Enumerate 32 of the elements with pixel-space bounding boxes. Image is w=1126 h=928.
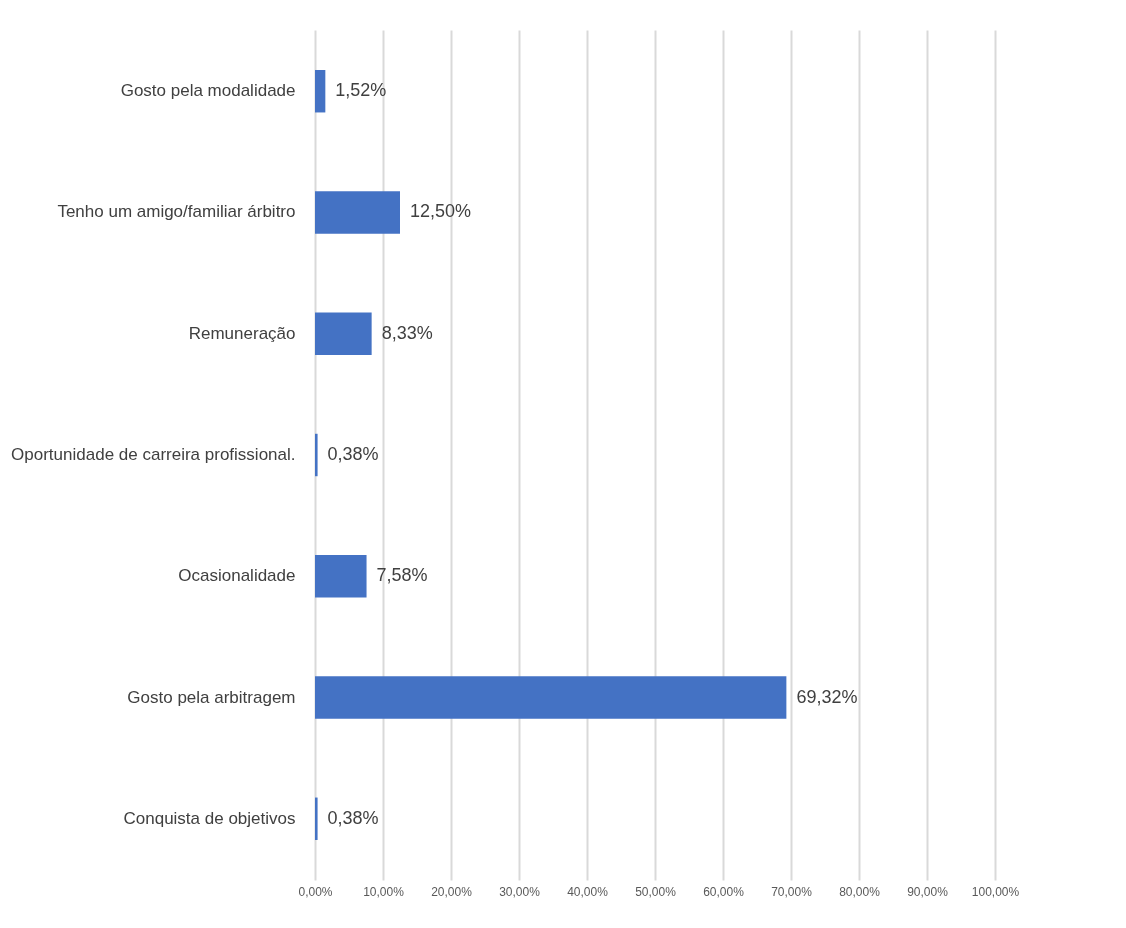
x-tick-label: 20,00%: [431, 884, 473, 899]
x-tick-label: 60,00%: [703, 884, 745, 899]
data-label: 69,32%: [796, 686, 858, 707]
y-tick-label: Oportunidade de carreira profissional.: [11, 445, 296, 464]
data-label: 0,38%: [327, 807, 379, 828]
bar: [315, 70, 326, 113]
x-tick-label: 50,00%: [635, 884, 677, 899]
bar: [315, 797, 318, 840]
bar: [315, 676, 787, 719]
y-tick-label: Conquista de objetivos: [123, 808, 296, 828]
data-label: 8,33%: [381, 322, 433, 343]
y-tick-label: Ocasionalidade: [178, 566, 296, 586]
x-tick-label: 40,00%: [567, 884, 609, 899]
x-tick-label: 10,00%: [363, 884, 405, 899]
y-tick-label: Tenho um amigo/familiar árbitro: [57, 202, 296, 222]
y-tick-label: Gosto pela arbitragem: [127, 687, 296, 707]
data-label: 1,52%: [335, 80, 387, 101]
bar: [315, 433, 318, 477]
data-label: 0,38%: [327, 444, 379, 464]
bar: [315, 555, 367, 598]
x-tick-label: 80,00%: [839, 884, 881, 899]
bar: [315, 312, 372, 355]
x-tick-label: 90,00%: [907, 884, 949, 899]
y-tick-label: Gosto pela modalidade: [120, 81, 296, 101]
data-label: 12,50%: [410, 201, 472, 222]
bar: [315, 191, 400, 234]
data-label: 7,58%: [376, 565, 428, 586]
x-tick-label: 100,00%: [971, 884, 1020, 899]
y-tick-label: Remuneração: [188, 323, 296, 343]
x-tick-label: 70,00%: [771, 884, 813, 899]
x-tick-label: 30,00%: [499, 884, 541, 899]
x-tick-label: 0,00%: [298, 884, 333, 899]
